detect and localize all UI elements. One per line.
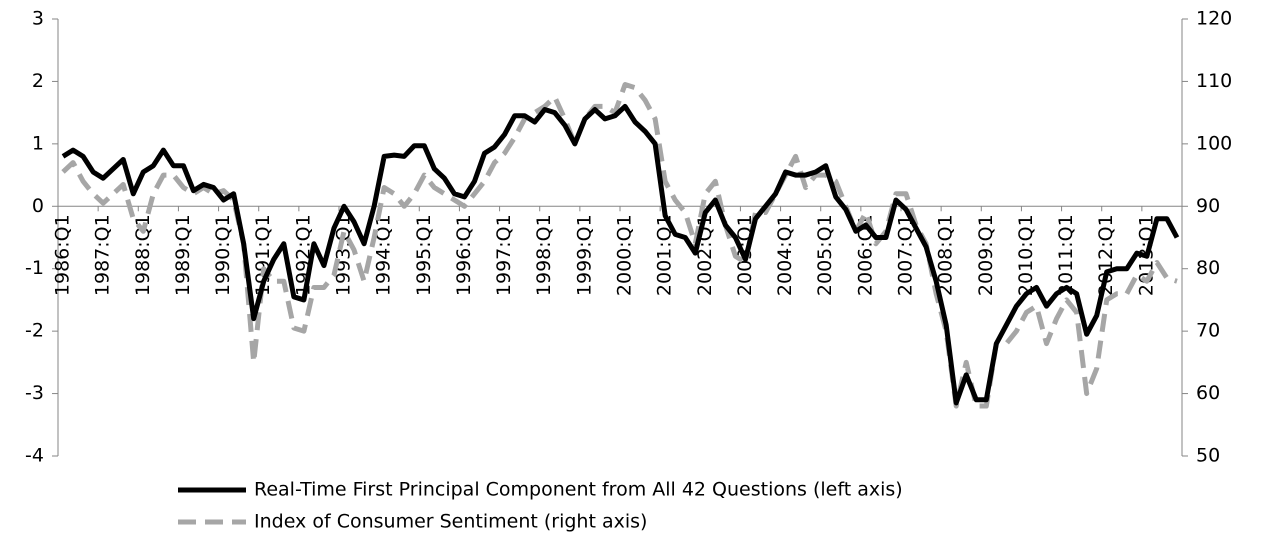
y-tick-label: 3	[32, 8, 44, 30]
y-tick-label: -2	[25, 320, 44, 342]
x-tick-label: 2005:Q1	[814, 214, 836, 296]
x-tick-label: 2001:Q1	[654, 214, 676, 296]
legend-label: Index of Consumer Sentiment (right axis)	[254, 511, 647, 533]
x-tick-label: 1996:Q1	[453, 214, 475, 296]
y2-tick-label: 120	[1196, 8, 1232, 30]
x-tick-label: 2012:Q1	[1095, 214, 1117, 296]
x-tick-label: 2009:Q1	[975, 214, 997, 296]
x-tick-label: 1988:Q1	[132, 214, 154, 296]
x-tick-label: 1993:Q1	[333, 214, 355, 296]
x-tick-label: 1998:Q1	[533, 214, 555, 296]
y2-tick-label: 60	[1196, 382, 1220, 404]
x-tick-label: 1990:Q1	[212, 214, 234, 296]
x-tick-label: 2007:Q1	[895, 214, 917, 296]
x-tick-label: 2011:Q1	[1055, 214, 1077, 296]
y-tick-label: 2	[32, 70, 44, 92]
x-tick-label: 1997:Q1	[493, 214, 515, 296]
x-tick-label: 1986:Q1	[52, 214, 74, 296]
legend-label: Real-Time First Principal Component from…	[254, 479, 903, 501]
x-tick-label: 1999:Q1	[573, 214, 595, 296]
y2-tick-label: 50	[1196, 445, 1220, 467]
y-tick-label: 1	[32, 132, 44, 154]
y2-tick-label: 100	[1196, 132, 1232, 154]
x-tick-label: 2010:Q1	[1015, 214, 1037, 296]
x-tick-label: 2004:Q1	[774, 214, 796, 296]
x-tick-label: 1989:Q1	[172, 214, 194, 296]
x-tick-label: 1995:Q1	[413, 214, 435, 296]
x-tick-label: 1987:Q1	[92, 214, 114, 296]
x-tick-label: 2008:Q1	[935, 214, 957, 296]
y-tick-label: -1	[25, 257, 44, 279]
y2-tick-label: 80	[1196, 257, 1220, 279]
y-tick-label: 0	[32, 195, 44, 217]
y-tick-label: -3	[25, 382, 44, 404]
y2-tick-label: 70	[1196, 320, 1220, 342]
y2-tick-label: 110	[1196, 70, 1232, 92]
y2-tick-label: 90	[1196, 195, 1220, 217]
x-tick-label: 2000:Q1	[614, 214, 636, 296]
x-tick-label: 1994:Q1	[373, 214, 395, 296]
y-tick-label: -4	[25, 445, 44, 467]
line-series	[61, 103, 1180, 406]
